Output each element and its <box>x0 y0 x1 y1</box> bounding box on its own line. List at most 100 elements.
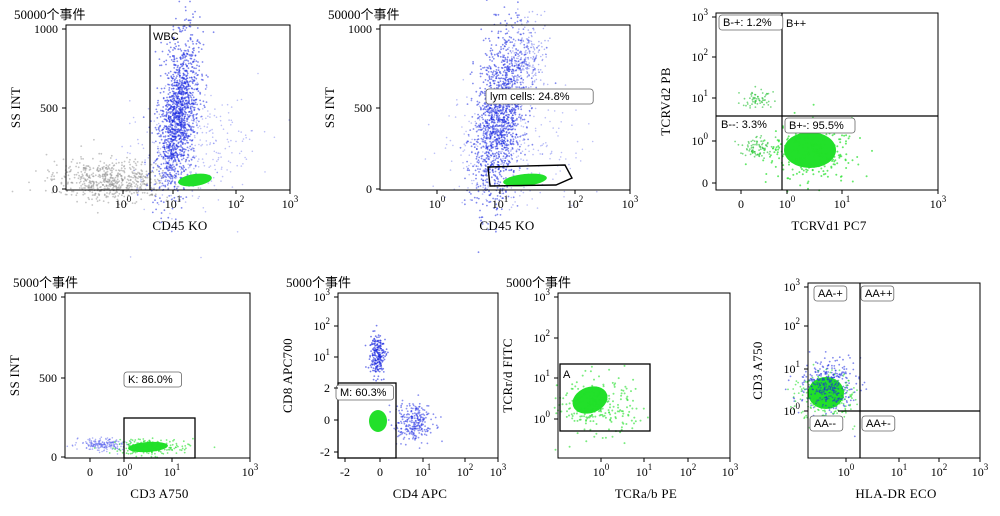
x-tick-label: 101 <box>834 194 851 211</box>
y-tick-label: -2 <box>320 445 330 459</box>
lymphocyte-gate-label: lym cells: 24.8% <box>490 91 570 103</box>
lymphocyte-polygon-gate <box>487 164 573 187</box>
quadrant-upper-right-label-box <box>860 285 895 302</box>
x-tick-label: 102 <box>228 194 245 211</box>
panel-cd4-cd8: M: 60.3% 5000个事件 CD4 APC CD8 APC700 -2 0 101 10… <box>280 275 507 501</box>
wbc-gate-label: WBC <box>153 31 179 43</box>
x-tick-label: 100 <box>593 462 610 479</box>
y-tick-label: 101 <box>534 368 551 385</box>
x-tick-label: 103 <box>242 462 259 479</box>
quadrant-lower-right-label: B+-: 95.5% <box>789 120 844 132</box>
y-axis-label: SS INT <box>322 87 337 128</box>
y-tick-label: 102 <box>534 328 551 345</box>
y-tick-label: 101 <box>784 359 801 376</box>
x-tick-label: 102 <box>680 462 697 479</box>
y-tick-label: 0 <box>702 176 708 190</box>
cd3-rectangle-gate <box>123 417 196 459</box>
x-tick-label: 102 <box>457 462 474 479</box>
panel-cd3-hladr-quadrants: AA-+ AA++ AA-- AA+- HLA-DR ECO CD3 A750 100 101… <box>750 277 989 501</box>
tcr-rectangle-gate <box>559 363 651 432</box>
y-tick-label: 100 <box>692 131 709 148</box>
x-axis-label: CD45 KO <box>152 218 207 233</box>
event-count-title: 50000个事件 <box>328 7 400 22</box>
vd2-sparse <box>737 85 776 109</box>
x-tick-label: 103 <box>282 194 299 211</box>
double-negative-cluster <box>369 410 387 432</box>
y-tick-label: 103 <box>692 7 709 24</box>
x-tick-label: 101 <box>891 462 908 479</box>
y-axis-label: TCRVd2 PB <box>658 67 673 136</box>
lymphocyte-gate-label-box <box>485 88 594 105</box>
y-tick-label: 1000 <box>33 290 57 304</box>
y-tick-label: 103 <box>314 287 331 304</box>
cd4-cd8-gate-label-box <box>335 384 394 401</box>
quadrant-lower-left-label: AA-- <box>814 418 836 430</box>
y-tick-label: 101 <box>314 347 331 364</box>
y-axis-label: CD8 APC700 <box>280 338 295 413</box>
y-tick-label: 500 <box>39 371 57 385</box>
event-count-title: 5000个事件 <box>13 275 78 290</box>
y-tick-label: 103 <box>784 277 801 294</box>
x-tick-label: 0 <box>87 465 93 479</box>
event-count-title: 50000个事件 <box>14 7 86 22</box>
x-tick-label: 100 <box>429 194 446 211</box>
cd45-background <box>115 60 290 259</box>
x-tick-label: 101 <box>415 462 432 479</box>
panel-cd3-gate: K: 86.0% 5000个事件 CD3 A750 SS INT 0 100 101 103 1… <box>7 275 259 501</box>
y-tick-label: 0 <box>51 450 57 464</box>
quadrant-lower-left-label-box <box>809 415 844 432</box>
x-tick-label: 102 <box>931 462 948 479</box>
x-tick-label: 0 <box>738 197 744 211</box>
cd3-gate-label: K: 86.0% <box>128 374 173 386</box>
y-tick-label: 101 <box>692 88 709 105</box>
x-axis-label: HLA-DR ECO <box>855 486 936 501</box>
y-tick-label: 0 <box>366 182 372 196</box>
plot-frame <box>807 282 981 459</box>
x-tick-label: 100 <box>115 194 132 211</box>
panel-tcr-ab-gd: A 5000个事件 TCRa/b PE TCRr/d FITC 100 101 102 103… <box>500 275 739 501</box>
tcr-gate-label: A <box>563 369 571 381</box>
y-tick-label: 1000 <box>348 22 372 36</box>
x-tick-label: -2 <box>340 465 350 479</box>
x-tick-label: 103 <box>722 462 739 479</box>
cd3-green-halo <box>787 363 858 432</box>
y-tick-label: 102 <box>784 316 801 333</box>
y-tick-label: 102 <box>692 47 709 64</box>
event-count-title: 5000个事件 <box>286 275 351 290</box>
quadrant-upper-left-label: AA-+ <box>818 288 843 300</box>
y-tick-label: 500 <box>354 101 372 115</box>
granulocyte-cloud <box>136 0 215 233</box>
y-tick-label: 0 <box>324 413 330 427</box>
panel-tcrvd-quadrants: B-+: 1.2% B++ B--: 3.3% B+-: 95.5% TCRVd1 PC… <box>658 7 947 233</box>
y-tick-label: 103 <box>534 287 551 304</box>
gd-halo <box>553 364 649 451</box>
cd4-positive <box>383 394 443 449</box>
x-tick-label: 103 <box>490 462 507 479</box>
quadrant-lower-left-label: B--: 3.3% <box>721 119 767 131</box>
gd-positive-cluster <box>572 386 608 414</box>
x-axis-label: TCRa/b PE <box>615 486 677 501</box>
y-tick-label: 102 <box>314 316 331 333</box>
y-tick-label: 2 <box>324 381 330 395</box>
panel-lymphocyte-gate: lym cells: 24.8% 50000个事件 CD45 KO SS INT 100… <box>322 0 639 254</box>
y-tick-label: 100 <box>534 409 551 426</box>
plot-frame <box>715 12 939 191</box>
quadrant-upper-right-label: AA++ <box>865 288 893 300</box>
y-tick-label: 100 <box>784 401 801 418</box>
y-axis-label: CD3 A750 <box>750 341 765 399</box>
x-tick-label: 102 <box>567 194 584 211</box>
granulocyte-cloud <box>459 0 557 254</box>
y-axis-label: SS INT <box>7 355 22 396</box>
x-tick-label: 100 <box>779 194 796 211</box>
x-tick-label: 100 <box>838 462 855 479</box>
quadrant-upper-left-label-box <box>813 285 848 302</box>
x-tick-label: 103 <box>972 462 989 479</box>
quadrant-lower-right-label-box <box>861 415 896 432</box>
cd3-halo <box>93 437 216 459</box>
x-axis-label: CD45 KO <box>479 218 534 233</box>
quadrant-lower-right-label: AA+- <box>866 418 891 430</box>
x-axis-label: TCRVd1 PC7 <box>791 218 866 233</box>
x-tick-label: 100 <box>116 462 133 479</box>
x-tick-label: 101 <box>492 194 509 211</box>
